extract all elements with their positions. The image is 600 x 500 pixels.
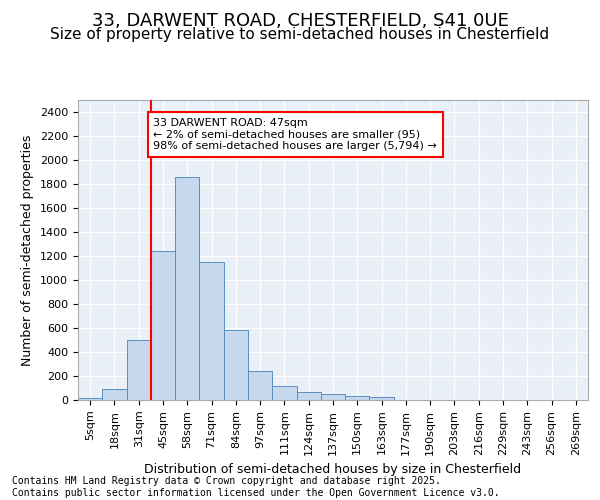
X-axis label: Distribution of semi-detached houses by size in Chesterfield: Distribution of semi-detached houses by … — [145, 463, 521, 476]
Bar — [78, 398, 102, 400]
Bar — [272, 386, 296, 400]
Text: Size of property relative to semi-detached houses in Chesterfield: Size of property relative to semi-detach… — [50, 28, 550, 42]
Bar — [224, 330, 248, 400]
Text: Contains HM Land Registry data © Crown copyright and database right 2025.
Contai: Contains HM Land Registry data © Crown c… — [12, 476, 500, 498]
Bar — [175, 177, 199, 400]
Text: 33 DARWENT ROAD: 47sqm
← 2% of semi-detached houses are smaller (95)
98% of semi: 33 DARWENT ROAD: 47sqm ← 2% of semi-deta… — [153, 118, 437, 151]
Bar — [370, 397, 394, 400]
Bar — [345, 396, 370, 400]
Bar — [296, 392, 321, 400]
Bar — [102, 389, 127, 400]
Y-axis label: Number of semi-detached properties: Number of semi-detached properties — [22, 134, 34, 366]
Bar — [127, 340, 151, 400]
Bar — [199, 262, 224, 400]
Text: 33, DARWENT ROAD, CHESTERFIELD, S41 0UE: 33, DARWENT ROAD, CHESTERFIELD, S41 0UE — [92, 12, 508, 30]
Bar — [321, 394, 345, 400]
Bar — [248, 370, 272, 400]
Bar — [151, 251, 175, 400]
